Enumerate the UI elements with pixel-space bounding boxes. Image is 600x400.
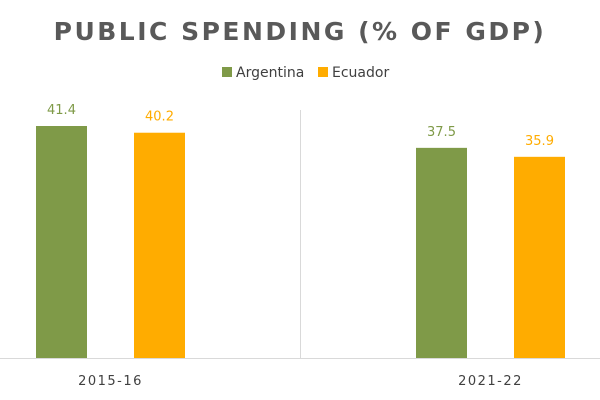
bar-ecuador-2015-16	[134, 132, 185, 358]
legend-swatch-argentina	[222, 67, 232, 77]
data-label: 40.2	[145, 110, 174, 125]
legend-entry-argentina: Argentina	[236, 65, 304, 81]
data-label: 35.9	[525, 134, 554, 149]
bar-argentina-2015-16	[36, 126, 87, 358]
bar-ecuador-2021-22	[514, 156, 565, 358]
legend-swatch-ecuador	[318, 67, 328, 77]
data-label: 41.4	[47, 103, 76, 118]
bar-argentina-2021-22	[416, 147, 467, 358]
category-label: 2021-22	[458, 374, 523, 389]
chart-title: PUBLIC SPENDING (% OF GDP)	[54, 17, 547, 46]
plot-area: 41.4 40.2 2015-16 37.5 35.9 2021-22	[0, 103, 600, 389]
legend-entry-ecuador: Ecuador	[332, 65, 389, 81]
legend: Argentina Ecuador	[222, 65, 389, 81]
data-label: 37.5	[427, 125, 456, 140]
category-label: 2015-16	[78, 374, 143, 389]
